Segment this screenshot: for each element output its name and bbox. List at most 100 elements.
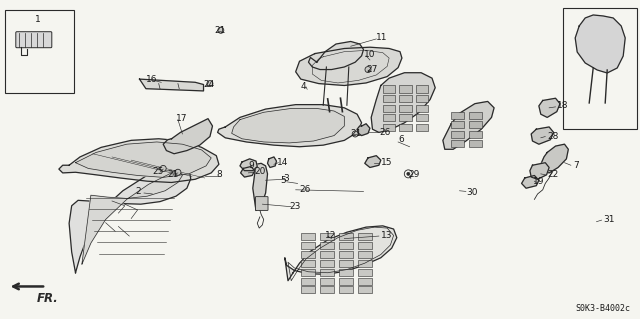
Bar	[320, 260, 334, 267]
Circle shape	[160, 166, 166, 171]
Text: 21: 21	[351, 129, 362, 138]
Text: 23: 23	[289, 202, 301, 211]
Polygon shape	[365, 156, 381, 167]
Bar	[301, 278, 315, 285]
Bar	[399, 124, 412, 131]
Bar	[358, 260, 372, 267]
Bar	[358, 242, 372, 249]
Polygon shape	[59, 139, 219, 182]
Bar	[301, 260, 315, 267]
Text: 4: 4	[301, 82, 307, 91]
Bar	[5, 10, 74, 93]
Text: 26: 26	[379, 128, 390, 137]
Polygon shape	[371, 73, 435, 132]
Bar	[563, 8, 637, 129]
Bar	[358, 278, 372, 285]
Text: 20: 20	[255, 167, 266, 176]
Text: 17: 17	[176, 114, 188, 123]
Text: 12: 12	[325, 231, 337, 240]
Polygon shape	[308, 41, 364, 70]
Bar	[320, 242, 334, 249]
Polygon shape	[522, 175, 539, 188]
Bar	[416, 85, 428, 93]
Bar	[339, 260, 353, 267]
Bar	[416, 95, 428, 102]
Text: 30: 30	[466, 188, 477, 197]
Text: 8: 8	[216, 170, 222, 179]
Polygon shape	[531, 127, 554, 144]
Bar	[399, 105, 412, 112]
Polygon shape	[539, 98, 560, 117]
Circle shape	[404, 170, 412, 178]
Text: 31: 31	[603, 215, 614, 224]
FancyBboxPatch shape	[16, 32, 52, 48]
Bar	[399, 114, 412, 121]
Bar	[469, 140, 482, 147]
Polygon shape	[285, 226, 397, 281]
Circle shape	[175, 169, 181, 175]
Bar	[320, 278, 334, 285]
Circle shape	[365, 67, 371, 72]
Bar	[301, 269, 315, 276]
Circle shape	[207, 81, 213, 86]
Polygon shape	[140, 79, 204, 91]
Bar	[383, 95, 395, 102]
Bar	[416, 105, 428, 112]
Bar	[339, 242, 353, 249]
Bar	[451, 112, 464, 119]
Bar	[451, 131, 464, 138]
Text: 11: 11	[376, 33, 388, 42]
Text: FR.: FR.	[37, 292, 59, 305]
Text: 22: 22	[547, 170, 559, 179]
Text: 29: 29	[408, 170, 420, 179]
Bar	[301, 242, 315, 249]
Bar	[451, 121, 464, 128]
Text: 18: 18	[557, 101, 568, 110]
Bar	[383, 124, 395, 131]
Text: 25: 25	[152, 167, 164, 176]
Bar	[383, 85, 395, 93]
Text: 16: 16	[146, 75, 157, 84]
Text: 27: 27	[366, 65, 378, 74]
Bar	[339, 286, 353, 293]
Text: 7: 7	[573, 161, 579, 170]
Text: 26: 26	[300, 185, 311, 194]
Text: 13: 13	[381, 231, 392, 240]
Polygon shape	[218, 105, 362, 147]
Polygon shape	[82, 170, 182, 264]
Circle shape	[407, 172, 410, 175]
Bar	[339, 251, 353, 258]
Bar	[358, 251, 372, 258]
Bar	[358, 269, 372, 276]
Bar	[301, 233, 315, 240]
Polygon shape	[76, 142, 211, 177]
Bar	[320, 269, 334, 276]
Polygon shape	[357, 124, 370, 136]
Polygon shape	[541, 144, 568, 173]
Text: 2: 2	[136, 187, 141, 196]
FancyBboxPatch shape	[255, 197, 268, 211]
Polygon shape	[443, 101, 494, 149]
Text: 10: 10	[364, 50, 375, 59]
Text: 19: 19	[532, 177, 544, 186]
Bar	[320, 286, 334, 293]
Text: 3: 3	[283, 174, 289, 182]
Polygon shape	[575, 15, 625, 73]
Text: 28: 28	[547, 132, 559, 141]
Bar	[301, 286, 315, 293]
Polygon shape	[253, 163, 268, 211]
Bar	[339, 233, 353, 240]
Text: 9: 9	[248, 161, 254, 170]
Bar	[301, 251, 315, 258]
Text: S0K3-B4002c: S0K3-B4002c	[575, 304, 630, 313]
Bar	[383, 105, 395, 112]
Bar	[358, 286, 372, 293]
Polygon shape	[296, 47, 402, 85]
Bar	[339, 269, 353, 276]
Bar	[399, 95, 412, 102]
Text: 21: 21	[168, 170, 179, 179]
Polygon shape	[530, 163, 549, 179]
Bar	[469, 121, 482, 128]
Text: 14: 14	[276, 158, 288, 167]
Text: 24: 24	[204, 80, 215, 89]
